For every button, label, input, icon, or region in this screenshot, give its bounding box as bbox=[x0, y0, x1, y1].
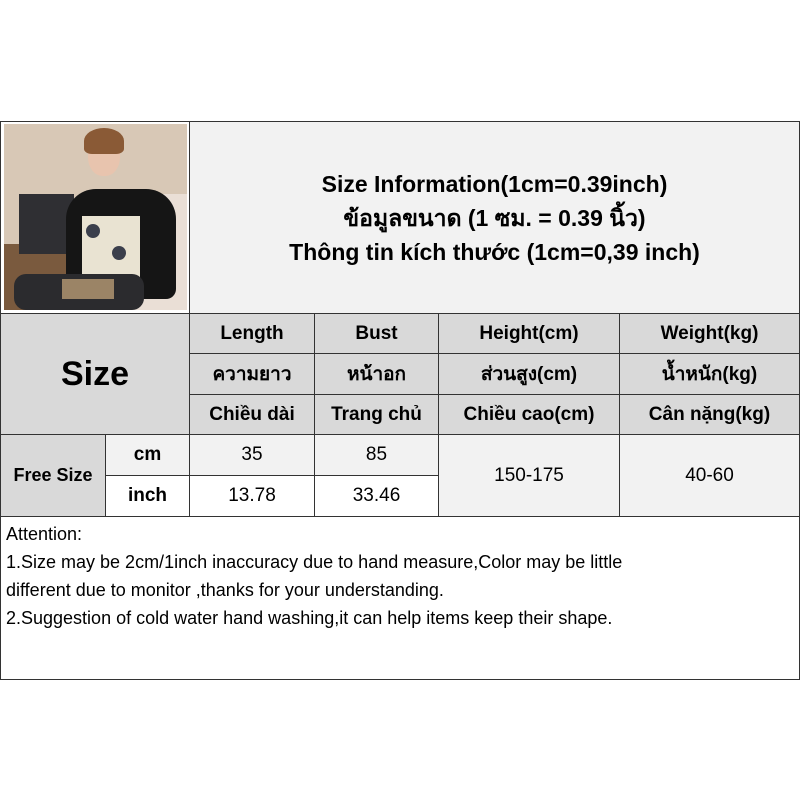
bust-cm: 85 bbox=[314, 434, 439, 476]
title-th: ข้อมูลขนาด (1 ซม. = 0.39 นิ้ว) bbox=[343, 204, 646, 231]
col-height-th: ส่วนสูง(cm) bbox=[438, 353, 620, 395]
col-weight-th: น้ำหนัก(kg) bbox=[619, 353, 800, 395]
unit-cm: cm bbox=[105, 434, 190, 476]
attention-line-3: 2.Suggestion of cold water hand washing,… bbox=[6, 608, 613, 628]
col-height-en: Height(cm) bbox=[438, 313, 620, 354]
col-length-th: ความยาว bbox=[189, 353, 315, 395]
col-height-vi: Chiều cao(cm) bbox=[438, 394, 620, 435]
attention-line-1: 1.Size may be 2cm/1inch inaccuracy due t… bbox=[6, 552, 623, 572]
attention-notes: Attention: 1.Size may be 2cm/1inch inacc… bbox=[0, 516, 800, 680]
free-size-label: Free Size bbox=[0, 434, 106, 517]
col-length-vi: Chiều dài bbox=[189, 394, 315, 435]
col-bust-th: หน้าอก bbox=[314, 353, 439, 395]
col-bust-vi: Trang chủ bbox=[314, 394, 439, 435]
attention-heading: Attention: bbox=[6, 524, 83, 544]
height-value: 150-175 bbox=[438, 434, 620, 517]
bust-inch: 33.46 bbox=[314, 475, 439, 517]
title-en: Size Information(1cm=0.39inch) bbox=[321, 170, 668, 197]
product-photo bbox=[4, 124, 187, 310]
col-weight-en: Weight(kg) bbox=[619, 313, 800, 354]
unit-inch: inch bbox=[105, 475, 190, 517]
size-info-title: Size Information(1cm=0.39inch) ข้อมูลขนา… bbox=[189, 121, 800, 314]
length-cm: 35 bbox=[189, 434, 315, 476]
length-inch: 13.78 bbox=[189, 475, 315, 517]
weight-value: 40-60 bbox=[619, 434, 800, 517]
attention-line-2: different due to monitor ,thanks for you… bbox=[6, 580, 444, 600]
size-header: Size bbox=[0, 313, 190, 435]
title-vi: Thông tin kích thước (1cm=0,39 inch) bbox=[289, 238, 700, 265]
col-weight-vi: Cân nặng(kg) bbox=[619, 394, 800, 435]
col-bust-en: Bust bbox=[314, 313, 439, 354]
col-length-en: Length bbox=[189, 313, 315, 354]
